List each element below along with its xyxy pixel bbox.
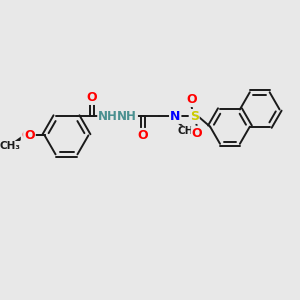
Text: NH: NH bbox=[98, 110, 118, 123]
Text: methoxy: methoxy bbox=[9, 143, 16, 145]
Text: O: O bbox=[138, 129, 148, 142]
Text: methoxy: methoxy bbox=[11, 136, 17, 137]
Text: CH₃: CH₃ bbox=[0, 142, 21, 152]
Text: O: O bbox=[24, 129, 35, 142]
Text: S: S bbox=[190, 110, 199, 123]
Text: NH: NH bbox=[117, 110, 137, 123]
Text: N: N bbox=[170, 110, 180, 123]
Text: O: O bbox=[186, 93, 196, 106]
Text: O: O bbox=[87, 91, 98, 104]
Text: O: O bbox=[192, 127, 203, 140]
Text: O: O bbox=[22, 129, 32, 142]
Text: CH₃: CH₃ bbox=[177, 126, 198, 136]
